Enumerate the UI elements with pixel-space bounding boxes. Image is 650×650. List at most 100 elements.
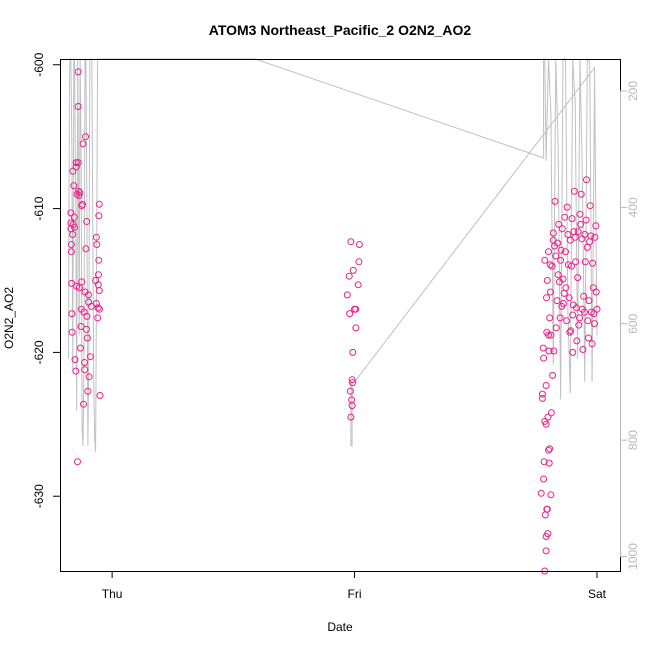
data-point <box>95 271 102 279</box>
data-point <box>542 533 550 540</box>
data-point <box>71 356 79 364</box>
data-point <box>352 305 360 313</box>
data-point <box>83 312 91 320</box>
data-point <box>77 344 85 352</box>
data-point <box>543 294 550 302</box>
data-point <box>93 241 101 248</box>
data-point <box>586 202 594 210</box>
data-point <box>84 291 92 299</box>
data-point <box>95 287 103 295</box>
data-point <box>355 241 363 248</box>
data-point <box>564 231 572 238</box>
data-point <box>542 547 550 555</box>
data-point <box>83 218 91 225</box>
data-point <box>349 348 357 356</box>
data-point <box>81 359 88 366</box>
data-point <box>592 288 600 296</box>
data-point <box>349 266 357 274</box>
data-point <box>546 288 554 296</box>
data-point <box>79 140 87 148</box>
x-tick-label: Fri <box>348 587 362 601</box>
data-point <box>581 258 589 266</box>
y-tick-label: -600 <box>32 52 46 76</box>
data-point <box>561 213 569 221</box>
data-point <box>558 225 566 233</box>
data-point <box>551 197 559 205</box>
data-point <box>86 353 94 361</box>
data-point <box>547 491 555 499</box>
point-layer <box>67 68 601 575</box>
y2-tick-label: 1000 <box>626 543 640 570</box>
data-point <box>563 203 571 211</box>
data-point <box>67 241 75 248</box>
data-point <box>562 284 570 292</box>
data-point <box>82 325 90 333</box>
data-point <box>591 320 598 328</box>
data-point <box>83 334 91 342</box>
data-point <box>540 475 548 483</box>
data-point <box>96 305 103 313</box>
data-point <box>538 390 546 398</box>
data-point <box>542 382 550 389</box>
data-point <box>540 354 548 362</box>
data-point <box>559 275 567 283</box>
data-point <box>545 347 553 355</box>
data-point <box>540 458 548 466</box>
y-axis-label: O2N2_AO2 <box>2 287 16 349</box>
data-point <box>582 216 590 224</box>
y-tick-label: -610 <box>32 196 46 220</box>
data-point <box>68 328 76 336</box>
data-point <box>82 133 89 141</box>
data-point <box>71 223 78 231</box>
data-point <box>543 505 551 513</box>
data-point <box>557 256 565 264</box>
data-point <box>557 246 565 254</box>
data-point <box>72 163 80 171</box>
data-point <box>68 310 76 318</box>
data-point <box>349 379 357 387</box>
data-point <box>95 256 103 264</box>
data-point <box>548 262 556 270</box>
data-point <box>77 323 85 330</box>
data-point <box>554 271 562 279</box>
data-point <box>587 232 595 240</box>
data-point <box>588 340 596 348</box>
data-point <box>552 252 560 260</box>
chart-title: ATOM3 Northeast_Pacific_2 O2N2_AO2 <box>209 22 472 38</box>
data-point <box>85 373 93 381</box>
data-point <box>92 233 100 241</box>
data-point <box>575 321 583 329</box>
data-point <box>354 281 362 289</box>
data-point <box>589 259 597 267</box>
data-point <box>593 305 601 313</box>
data-point <box>346 310 354 318</box>
data-point <box>69 167 77 175</box>
data-point <box>549 236 557 244</box>
data-point <box>95 200 103 208</box>
y2-tick-label: 600 <box>626 313 640 333</box>
data-point <box>539 344 547 352</box>
data-point <box>580 308 588 316</box>
data-point <box>583 243 591 251</box>
data-point <box>70 213 78 221</box>
data-point <box>556 314 564 322</box>
data-point <box>553 297 561 305</box>
data-point <box>352 324 360 332</box>
data-point <box>75 284 83 292</box>
data-point <box>552 324 560 332</box>
x-tick-label: Thu <box>102 587 123 601</box>
data-point <box>573 337 581 345</box>
data-point <box>94 314 102 322</box>
data-point <box>576 314 583 322</box>
y2-tick-label: 800 <box>626 430 640 450</box>
data-point <box>550 347 558 355</box>
y-axis: -600 -610 -620 -630 <box>32 52 60 508</box>
data-point <box>566 328 574 336</box>
data-point <box>74 103 82 110</box>
data-point <box>74 159 82 167</box>
data-point <box>563 317 571 325</box>
data-point <box>546 314 554 322</box>
data-point <box>585 334 592 342</box>
data-point <box>543 277 551 284</box>
data-point <box>545 248 552 256</box>
